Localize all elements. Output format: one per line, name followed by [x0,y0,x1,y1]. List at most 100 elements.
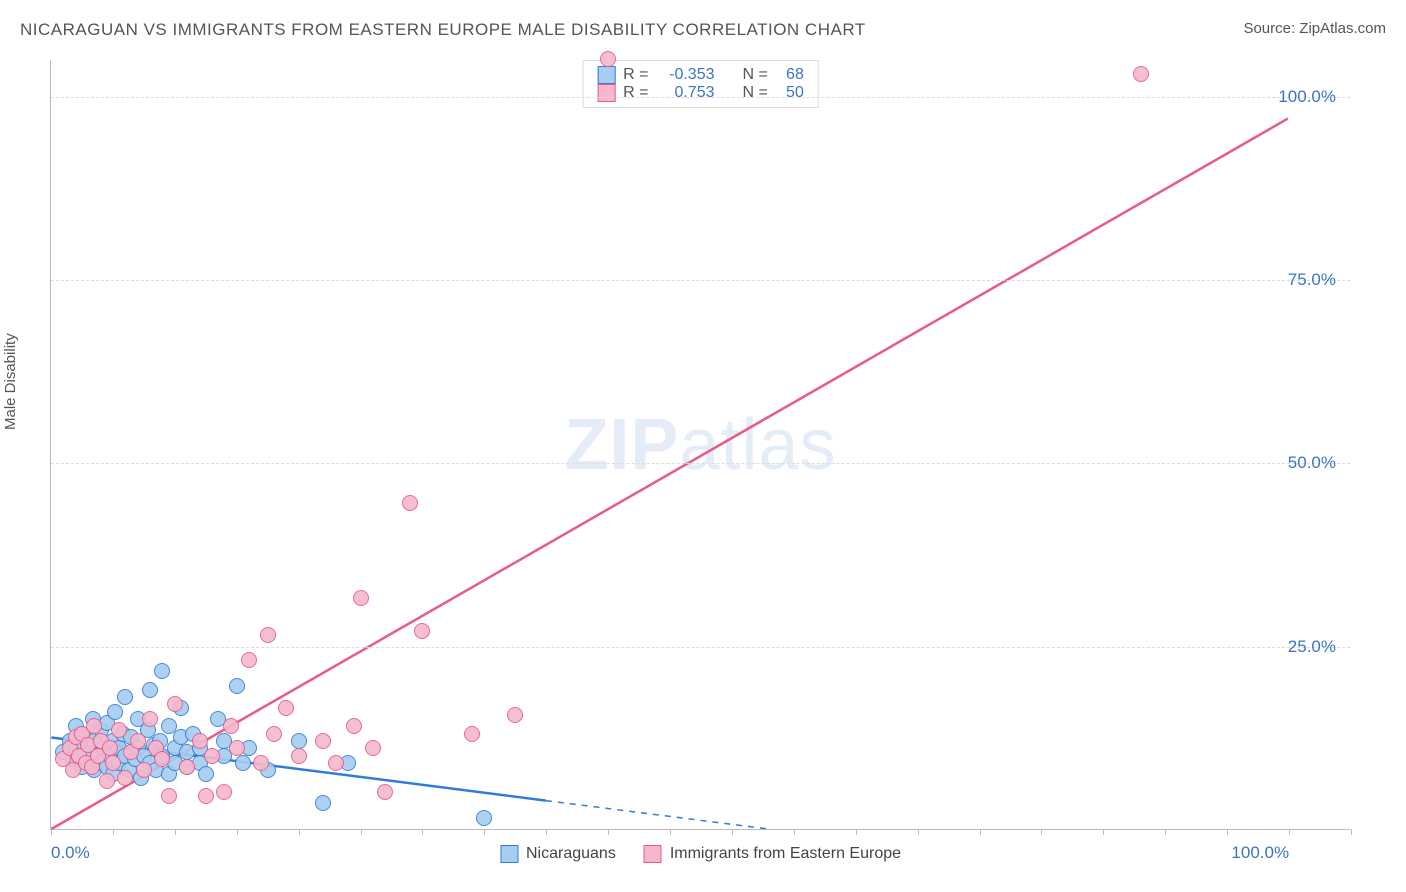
scatter-point [216,784,232,800]
scatter-point [507,707,523,723]
legend-swatch [500,845,518,863]
scatter-point [266,726,282,742]
x-tick [299,829,300,835]
x-tick [546,829,547,835]
scatter-point [179,759,195,775]
scatter-point [278,700,294,716]
x-tick [113,829,114,835]
scatter-point [167,696,183,712]
legend-label: Nicaraguans [526,845,616,863]
scatter-point [130,733,146,749]
x-tick [856,829,857,835]
x-tick [732,829,733,835]
r-label: R = [623,66,648,84]
legend-stat-row: R = 0.753 N = 50 [597,84,804,102]
scatter-point [1133,66,1149,82]
scatter-point [291,733,307,749]
scatter-point [353,590,369,606]
legend-swatch [644,845,662,863]
scatter-point [315,733,331,749]
x-tick-label: 100.0% [1231,843,1289,863]
scatter-point [241,652,257,668]
n-label: N = [743,84,768,102]
scatter-point [476,810,492,826]
scatter-point [377,784,393,800]
x-tick [608,829,609,835]
n-value: 68 [776,66,804,84]
x-tick [51,829,52,835]
n-label: N = [743,66,768,84]
scatter-point [107,704,123,720]
scatter-point [600,51,616,67]
legend-stat-row: R = -0.353 N = 68 [597,66,804,84]
x-tick [794,829,795,835]
r-value: 0.753 [657,84,715,102]
scatter-point [154,751,170,767]
y-axis-label: Male Disability [2,333,19,430]
scatter-point [154,663,170,679]
scatter-point [315,795,331,811]
scatter-point [346,718,362,734]
scatter-point [253,755,269,771]
gridline [51,647,1350,648]
x-tick [1289,829,1290,835]
x-tick [422,829,423,835]
x-tick [237,829,238,835]
scatter-point [223,718,239,734]
scatter-point [86,718,102,734]
x-tick [980,829,981,835]
x-tick [175,829,176,835]
scatter-point [229,740,245,756]
x-tick [484,829,485,835]
x-tick [1103,829,1104,835]
y-tick-label: 75.0% [1288,270,1336,290]
scatter-point [229,678,245,694]
x-tick [1041,829,1042,835]
scatter-point [117,689,133,705]
source-attribution: Source: ZipAtlas.com [1243,20,1386,37]
series-legend: Nicaraguans Immigrants from Eastern Europ… [500,845,901,863]
scatter-point [235,755,251,771]
scatter-point [192,733,208,749]
y-tick-label: 50.0% [1288,453,1336,473]
gridline [51,280,1350,281]
scatter-point [402,495,418,511]
scatter-point [260,627,276,643]
scatter-point [291,748,307,764]
x-tick [1351,829,1352,835]
x-tick [1165,829,1166,835]
scatter-point [117,770,133,786]
chart-title: NICARAGUAN VS IMMIGRANTS FROM EASTERN EU… [20,20,866,40]
scatter-point [365,740,381,756]
x-tick [670,829,671,835]
x-tick [1227,829,1228,835]
n-value: 50 [776,84,804,102]
scatter-point [464,726,480,742]
scatter-point [161,788,177,804]
legend-item: Nicaraguans [500,845,616,863]
y-tick-label: 25.0% [1288,637,1336,657]
trend-line-dashed [546,801,769,829]
gridline [51,97,1350,98]
scatter-point [142,711,158,727]
legend-item: Immigrants from Eastern Europe [644,845,901,863]
scatter-point [414,623,430,639]
scatter-point [102,740,118,756]
scatter-plot-area: ZIPatlas R =-0.353N =68R =0.753N =50 Nic… [50,60,1350,830]
legend-swatch [597,66,615,84]
correlation-legend-box: R = -0.353 N = 68 R = 0.753 N = 50 [582,60,819,108]
scatter-point [198,766,214,782]
trend-lines-svg [51,60,1350,829]
scatter-point [204,748,220,764]
gridline [51,463,1350,464]
r-value: -0.353 [657,66,715,84]
r-label: R = [623,84,648,102]
scatter-point [198,788,214,804]
x-tick-label: 0.0% [51,843,90,863]
legend-label: Immigrants from Eastern Europe [670,845,901,863]
scatter-point [136,762,152,778]
legend-swatch [597,84,615,102]
scatter-point [142,682,158,698]
x-tick [361,829,362,835]
scatter-point [99,773,115,789]
